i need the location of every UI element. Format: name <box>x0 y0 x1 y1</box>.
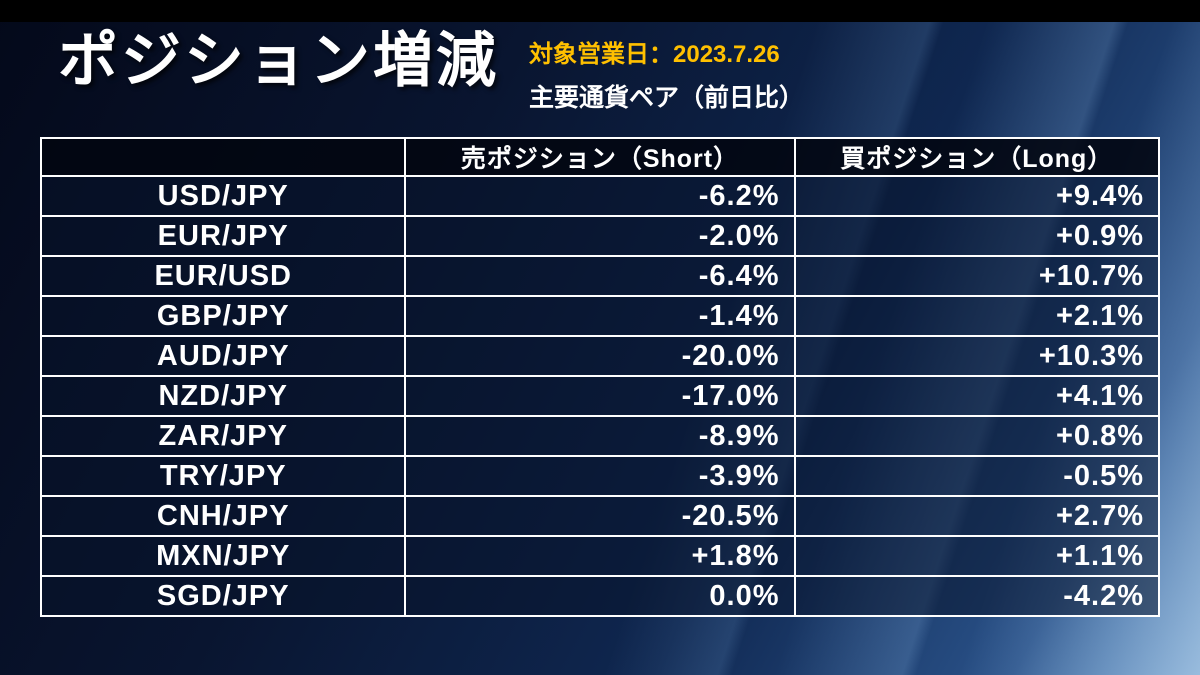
pair-cell: TRY/JPY <box>39 455 407 497</box>
long-cell: +2.1% <box>793 295 1161 337</box>
table-row: AUD/JPY -20.0% +10.3% <box>39 335 1161 377</box>
col-header-pair <box>39 137 407 177</box>
short-cell: -20.5% <box>404 495 796 537</box>
long-cell: +4.1% <box>793 375 1161 417</box>
pair-cell: EUR/JPY <box>39 215 407 257</box>
header: ポジション増減 対象営業日：2023.7.26 主要通貨ペア（前日比） <box>58 28 1160 114</box>
table-row: TRY/JPY -3.9% -0.5% <box>39 455 1161 497</box>
table-row: SGD/JPY 0.0% -4.2% <box>39 575 1161 617</box>
short-cell: -1.4% <box>404 295 796 337</box>
long-cell: +10.3% <box>793 335 1161 377</box>
pair-cell: MXN/JPY <box>39 535 407 577</box>
table-row: NZD/JPY -17.0% +4.1% <box>39 375 1161 417</box>
short-cell: -8.9% <box>404 415 796 457</box>
col-header-short: 売ポジション（Short） <box>404 137 796 177</box>
table-row: MXN/JPY +1.8% +1.1% <box>39 535 1161 577</box>
short-cell: -17.0% <box>404 375 796 417</box>
pair-cell: CNH/JPY <box>39 495 407 537</box>
table-row: EUR/USD -6.4% +10.7% <box>39 255 1161 297</box>
short-cell: -6.4% <box>404 255 796 297</box>
table-row: CNH/JPY -20.5% +2.7% <box>39 495 1161 537</box>
pair-cell: AUD/JPY <box>39 335 407 377</box>
long-cell: -4.2% <box>793 575 1161 617</box>
long-cell: +0.9% <box>793 215 1161 257</box>
subtitle: 主要通貨ペア（前日比） <box>529 84 805 112</box>
positions-table: 売ポジション（Short） 買ポジション（Long） USD/JPY -6.2%… <box>39 137 1161 617</box>
table-row: EUR/JPY -2.0% +0.9% <box>39 215 1161 257</box>
header-right: 対象営業日：2023.7.26 主要通貨ペア（前日比） <box>529 28 804 114</box>
table-row: USD/JPY -6.2% +9.4% <box>39 175 1161 217</box>
pair-cell: USD/JPY <box>39 175 407 217</box>
pair-cell: EUR/USD <box>39 255 407 297</box>
col-header-long: 買ポジション（Long） <box>793 137 1161 177</box>
long-cell: +2.7% <box>793 495 1161 537</box>
short-cell: -2.0% <box>404 215 796 257</box>
long-cell: +10.7% <box>793 255 1161 297</box>
long-cell: +9.4% <box>793 175 1161 217</box>
table-row: ZAR/JPY -8.9% +0.8% <box>39 415 1161 457</box>
pair-cell: SGD/JPY <box>39 575 407 617</box>
short-cell: -6.2% <box>404 175 796 217</box>
pair-cell: ZAR/JPY <box>39 415 407 457</box>
long-cell: +0.8% <box>793 415 1161 457</box>
pair-cell: NZD/JPY <box>39 375 407 417</box>
short-cell: +1.8% <box>404 535 796 577</box>
short-cell: -20.0% <box>404 335 796 377</box>
positions-table-container: 売ポジション（Short） 買ポジション（Long） USD/JPY -6.2%… <box>39 137 1161 617</box>
business-date-label: 対象営業日：2023.7.26 <box>529 41 780 68</box>
table-header-row: 売ポジション（Short） 買ポジション（Long） <box>39 137 1161 177</box>
page-title: ポジション増減 <box>58 27 499 94</box>
top-black-bar <box>0 0 1200 22</box>
long-cell: -0.5% <box>793 455 1161 497</box>
table-row: GBP/JPY -1.4% +2.1% <box>39 295 1161 337</box>
pair-cell: GBP/JPY <box>39 295 407 337</box>
long-cell: +1.1% <box>793 535 1161 577</box>
short-cell: -3.9% <box>404 455 796 497</box>
short-cell: 0.0% <box>404 575 796 617</box>
